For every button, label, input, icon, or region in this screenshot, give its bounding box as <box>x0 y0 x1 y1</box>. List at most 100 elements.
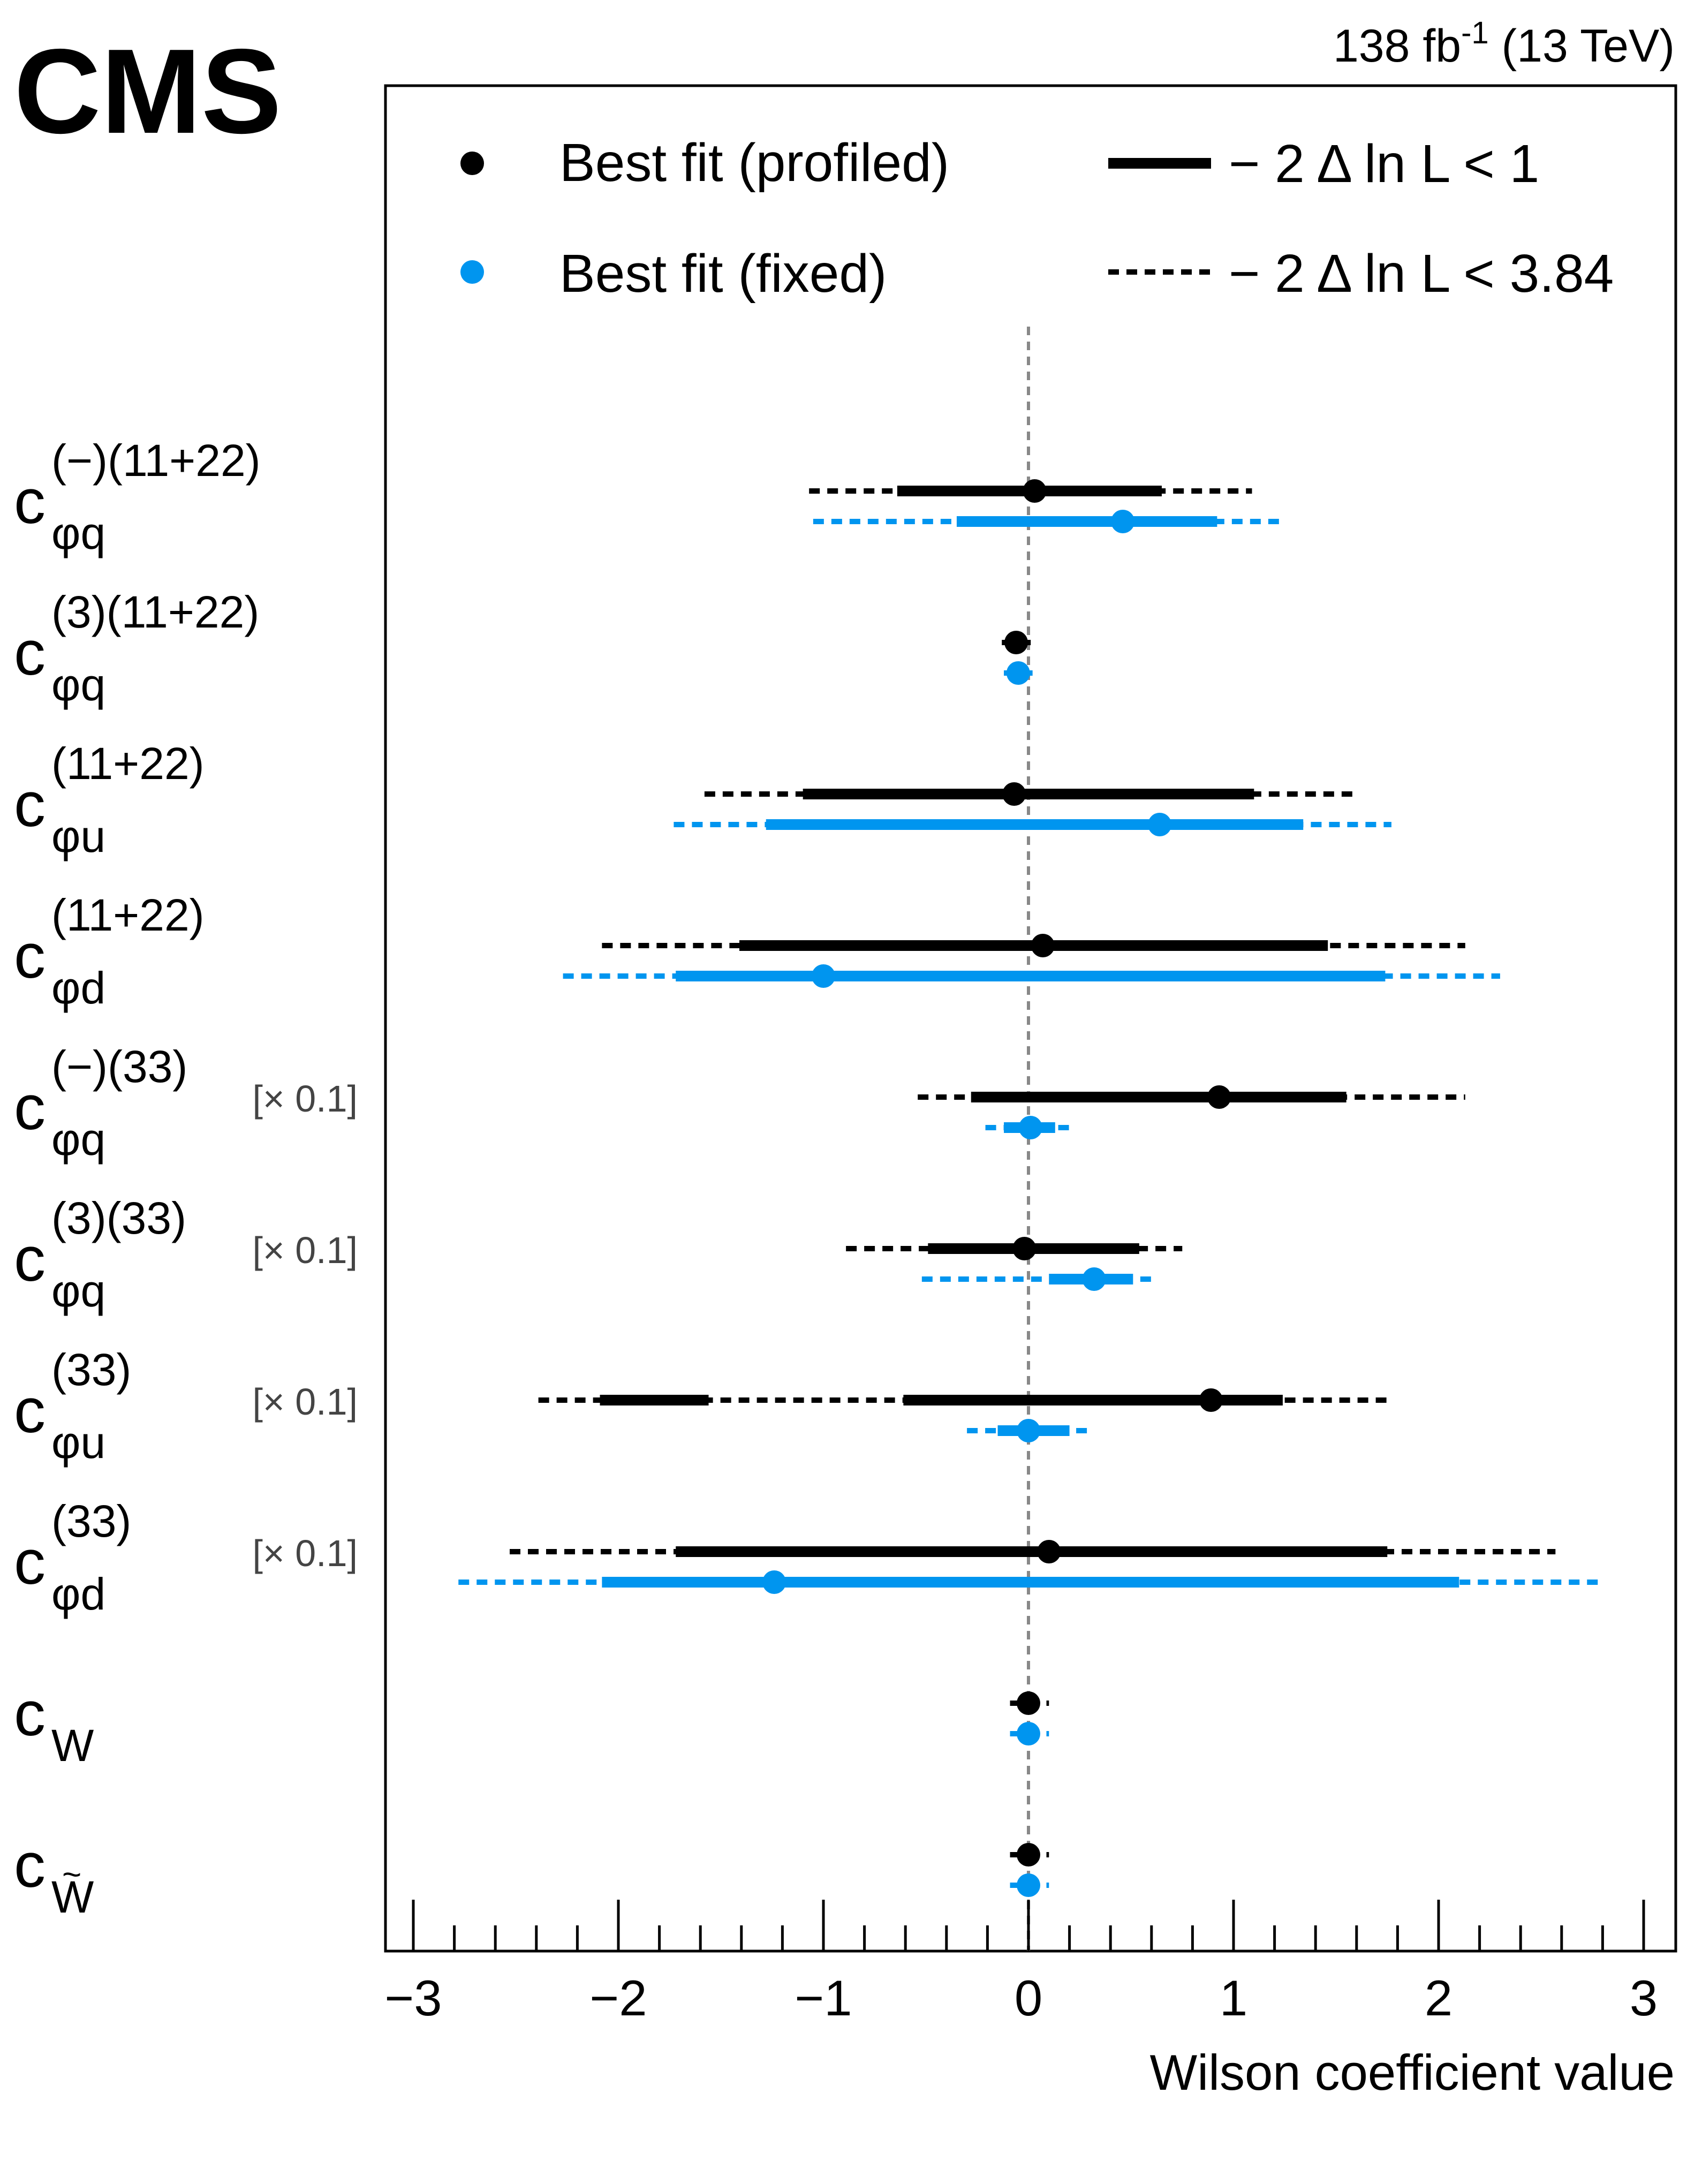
interval-cphiq-3-33-profiled <box>846 1237 1183 1260</box>
x-tick-label: 2 <box>1425 1970 1453 2026</box>
interval-cphiq-minus-33-fixed <box>985 1116 1074 1139</box>
param-label-superscript: (33) <box>51 1496 131 1546</box>
interval-cphiq-3-33-fixed <box>921 1267 1152 1291</box>
param-label-cphid-33: c φd (33) [× 0.1] <box>14 1496 358 1619</box>
scale-note: [× 0.1] <box>252 1078 358 1120</box>
param-label-cphid-1122: c φd (11+22) <box>14 890 205 1013</box>
x-tick-label: 0 <box>1015 1970 1042 2026</box>
param-label-cphiu-1122: c φu (11+22) <box>14 738 205 861</box>
param-label-superscript: (3)(11+22) <box>51 587 259 637</box>
best-fit-point <box>1111 510 1135 533</box>
x-axis: −3 −2 −1 0 1 2 3 <box>384 1900 1658 2026</box>
param-label-cwtilde: c W~ <box>14 1830 94 1922</box>
best-fit-point <box>1207 1085 1231 1109</box>
best-fit-point <box>1004 631 1028 654</box>
x-axis-title: Wilson coefficient value <box>1149 2044 1675 2100</box>
param-label-base: c <box>14 466 46 537</box>
x-tick-label: 3 <box>1630 1970 1658 2026</box>
best-fit-point <box>1018 1116 1042 1139</box>
lumi-exponent: -1 <box>1461 16 1489 50</box>
param-label-superscript: (11+22) <box>51 890 205 940</box>
interval-marks <box>458 479 1603 1897</box>
interval-cphid-1122-fixed <box>563 964 1500 988</box>
x-tick-label: −2 <box>589 1970 647 2026</box>
param-label-base: c <box>14 1376 46 1446</box>
best-fit-point <box>812 964 835 988</box>
best-fit-point <box>762 1570 786 1594</box>
scale-note: [× 0.1] <box>252 1532 358 1574</box>
param-label-base: c <box>14 1224 46 1295</box>
interval-cphiu-33-fixed <box>967 1419 1094 1442</box>
cms-label: CMS <box>14 24 282 158</box>
param-label-subscript: φq <box>51 508 105 558</box>
legend-label-fixed: Best fit (fixed) <box>559 244 887 304</box>
best-fit-point <box>1017 1419 1040 1442</box>
interval-cphiu-1122-fixed <box>674 813 1391 836</box>
interval-cwtilde-profiled <box>1010 1843 1049 1866</box>
param-label-base: c <box>14 618 46 689</box>
best-fit-point <box>1082 1267 1106 1291</box>
interval-cw-fixed <box>1010 1722 1049 1745</box>
interval-cphiq-3-1122-fixed <box>1004 661 1033 685</box>
lumi-value: 138 fb <box>1333 20 1461 72</box>
x-tick-label: −3 <box>384 1970 442 2026</box>
param-label-accent: ~ <box>62 1856 81 1893</box>
param-label-subscript: φd <box>51 1569 105 1619</box>
param-label-base: c <box>14 1830 46 1901</box>
interval-cphid-33-profiled <box>510 1540 1556 1563</box>
param-label-subscript: φd <box>51 963 105 1013</box>
plot-frame <box>384 84 1677 1953</box>
interval-cphiu-1122-profiled <box>704 782 1357 806</box>
best-fit-point <box>1006 661 1030 685</box>
legend-marker-fixed <box>460 260 484 284</box>
best-fit-point <box>1037 1540 1061 1563</box>
param-label-subscript: W <box>51 1720 94 1771</box>
best-fit-point <box>1199 1388 1223 1412</box>
param-label-cphiq-3-1122: c φq (3)(11+22) <box>14 587 259 710</box>
x-tick-label: 1 <box>1220 1970 1247 2026</box>
best-fit-point <box>1017 1843 1040 1866</box>
interval-cphiu-33-profiled <box>538 1388 1391 1412</box>
param-label-base: c <box>14 1072 46 1143</box>
legend-label-cl95: − 2 Δ ln L < 3.84 <box>1229 244 1614 304</box>
param-label-cphiu-33: c φu (33) [× 0.1] <box>14 1344 358 1468</box>
best-fit-point <box>1017 1722 1040 1745</box>
interval-cw-profiled <box>1010 1691 1049 1715</box>
parameter-labels: c φq(−)(11+22)c φq(3)(11+22)c φu(11+22)c φd(… <box>14 435 358 1922</box>
param-label-superscript: (3)(33) <box>51 1193 186 1243</box>
x-tick-label: −1 <box>795 1970 852 2026</box>
param-label-superscript: (33) <box>51 1344 131 1395</box>
interval-cphid-33-fixed <box>458 1570 1603 1594</box>
interval-cphiq-3-1122-profiled <box>1002 631 1033 654</box>
param-label-base: c <box>14 1527 46 1598</box>
best-fit-point <box>1017 1691 1040 1715</box>
best-fit-point <box>1031 934 1055 957</box>
param-label-cphiq-3-33: c φq (3)(33) [× 0.1] <box>14 1193 358 1316</box>
interval-cphiq-minus-33-profiled <box>918 1085 1465 1109</box>
interval-cwtilde-fixed <box>1010 1873 1049 1897</box>
param-label-base: c <box>14 921 46 992</box>
param-label-base: c <box>14 769 46 840</box>
scale-note: [× 0.1] <box>252 1229 358 1271</box>
param-label-subscript: φu <box>51 811 105 861</box>
param-label-superscript: (−)(11+22) <box>51 435 261 486</box>
param-label-subscript: φq <box>51 1114 105 1165</box>
legend-marker-profiled <box>460 152 484 175</box>
param-label-subscript: φq <box>51 660 105 710</box>
best-fit-point <box>1023 479 1047 503</box>
param-label-subscript: φq <box>51 1266 105 1316</box>
best-fit-point <box>1012 1237 1037 1260</box>
interval-cphiq-minus-1122-profiled <box>809 479 1252 503</box>
interval-cphiq-minus-1122-fixed <box>813 510 1285 533</box>
lumi-energy: (13 TeV) <box>1489 20 1675 72</box>
param-label-subscript: W <box>51 1872 94 1922</box>
legend-label-profiled: Best fit (profiled) <box>559 133 949 193</box>
param-label-cphiq-minus-33: c φq (−)(33) [× 0.1] <box>14 1041 358 1165</box>
legend-label-cl68: − 2 Δ ln L < 1 <box>1229 134 1539 194</box>
best-fit-point <box>1002 782 1026 806</box>
param-label-cphiq-minus-1122: c φq (−)(11+22) <box>14 435 261 558</box>
interval-cphid-1122-profiled <box>602 934 1465 957</box>
scale-note: [× 0.1] <box>252 1381 358 1423</box>
